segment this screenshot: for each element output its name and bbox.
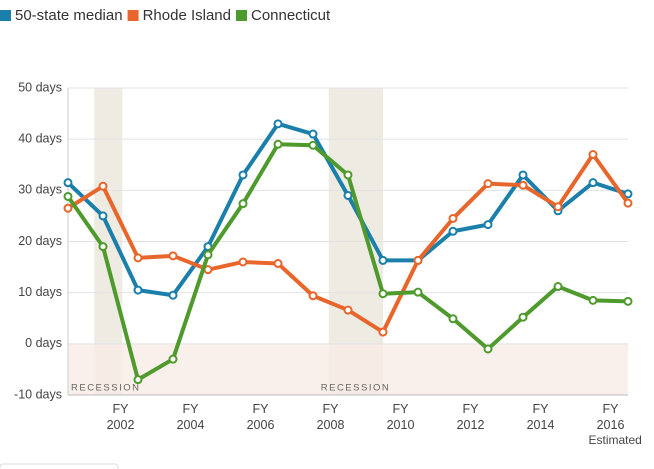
point-marker xyxy=(448,213,458,223)
point-marker xyxy=(308,129,318,139)
y-tick-label: 30 days xyxy=(18,183,62,197)
point-marker xyxy=(133,375,143,385)
point-marker xyxy=(448,226,458,236)
point-marker xyxy=(273,259,283,269)
legend-swatch xyxy=(0,10,11,21)
point-marker xyxy=(448,314,458,324)
x-tick-label: FY 2012 xyxy=(456,402,485,432)
point-marker xyxy=(343,170,353,180)
point-marker xyxy=(343,305,353,315)
point-marker xyxy=(168,251,178,261)
x-tick-label: FY 2008 xyxy=(316,402,345,432)
legend-label: Rhode Island xyxy=(143,7,231,24)
point-marker xyxy=(308,140,318,150)
legend-label: 50-state median xyxy=(15,7,123,24)
point-marker xyxy=(203,250,213,260)
point-marker xyxy=(168,290,178,300)
point-marker xyxy=(553,282,563,292)
point-marker xyxy=(378,289,388,299)
point-marker xyxy=(588,295,598,305)
y-tick-label: 20 days xyxy=(18,234,62,248)
x-tick-label: FY 2016 xyxy=(596,402,625,432)
point-marker xyxy=(98,181,108,191)
point-marker xyxy=(483,179,493,189)
point-marker xyxy=(518,170,528,180)
point-marker xyxy=(483,344,493,354)
point-marker xyxy=(133,253,143,263)
point-marker xyxy=(238,199,248,209)
point-marker xyxy=(623,198,633,208)
legend-label: Connecticut xyxy=(251,7,331,24)
x-tick-label: FY 2002 xyxy=(106,402,135,432)
recession-label: RECESSION xyxy=(321,383,390,394)
point-marker xyxy=(273,119,283,129)
point-marker xyxy=(623,189,633,199)
negative-region xyxy=(68,343,628,395)
point-marker xyxy=(378,255,388,265)
point-marker xyxy=(518,312,528,322)
point-marker xyxy=(378,327,388,337)
point-marker xyxy=(63,191,73,201)
point-marker xyxy=(413,287,423,297)
point-marker xyxy=(63,178,73,188)
x-tick-label: FY 2004 xyxy=(176,402,205,432)
point-marker xyxy=(98,242,108,252)
point-marker xyxy=(63,203,73,213)
y-tick-label: -10 days xyxy=(14,387,62,401)
point-marker xyxy=(483,220,493,230)
point-marker xyxy=(623,296,633,306)
point-marker xyxy=(238,170,248,180)
y-tick-label: 40 days xyxy=(18,131,62,145)
point-marker xyxy=(413,255,423,265)
x-tick-label: FY 2006 xyxy=(246,402,275,432)
point-marker xyxy=(238,257,248,267)
point-marker xyxy=(553,202,563,212)
button-edge xyxy=(0,463,119,469)
y-tick-label: 0 days xyxy=(25,336,62,350)
x-annotation: Estimated xyxy=(588,433,642,447)
y-tick-label: 10 days xyxy=(18,285,62,299)
point-marker xyxy=(308,291,318,301)
point-marker xyxy=(168,354,178,364)
legend-swatch xyxy=(127,10,139,21)
point-marker xyxy=(133,285,143,295)
point-marker xyxy=(273,139,283,149)
y-tick-label: 50 days xyxy=(18,80,62,94)
point-marker xyxy=(343,190,353,200)
point-marker xyxy=(588,150,598,160)
recession-label: RECESSION xyxy=(71,383,140,394)
x-tick-label: FY 2014 xyxy=(526,402,555,432)
point-marker xyxy=(588,178,598,188)
point-marker xyxy=(518,180,528,190)
legend-swatch xyxy=(235,10,247,21)
point-marker xyxy=(98,211,108,221)
x-tick-label: FY 2010 xyxy=(386,402,415,432)
